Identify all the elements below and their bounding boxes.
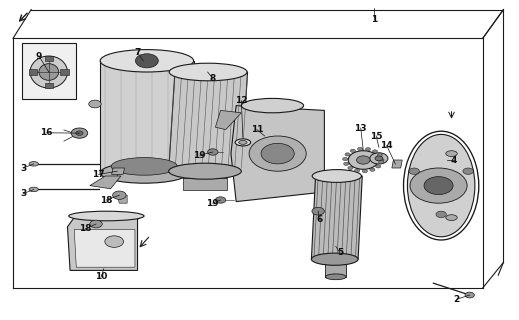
Circle shape xyxy=(350,149,356,152)
Circle shape xyxy=(463,168,473,174)
Circle shape xyxy=(343,157,348,161)
Circle shape xyxy=(345,153,350,156)
Ellipse shape xyxy=(239,140,247,144)
Polygon shape xyxy=(117,195,127,203)
Text: 4: 4 xyxy=(451,156,457,164)
Ellipse shape xyxy=(241,99,304,113)
Bar xyxy=(45,56,53,61)
Circle shape xyxy=(76,131,83,135)
Ellipse shape xyxy=(446,215,457,220)
Circle shape xyxy=(261,143,294,164)
Ellipse shape xyxy=(69,211,144,221)
Ellipse shape xyxy=(235,139,251,146)
Polygon shape xyxy=(112,168,125,174)
Text: 6: 6 xyxy=(316,215,322,224)
Text: 5: 5 xyxy=(337,248,343,257)
Polygon shape xyxy=(169,72,248,171)
Circle shape xyxy=(358,148,363,151)
Text: 11: 11 xyxy=(251,125,263,134)
Polygon shape xyxy=(183,178,227,190)
Text: 1: 1 xyxy=(371,15,377,24)
Circle shape xyxy=(113,191,126,199)
Ellipse shape xyxy=(446,151,457,156)
Text: 13: 13 xyxy=(354,124,367,132)
Circle shape xyxy=(376,165,381,168)
Ellipse shape xyxy=(311,253,358,265)
Text: 18: 18 xyxy=(100,196,113,204)
Ellipse shape xyxy=(357,156,370,164)
Ellipse shape xyxy=(30,56,67,88)
Circle shape xyxy=(365,148,371,151)
Polygon shape xyxy=(90,176,121,189)
Text: 19: 19 xyxy=(207,199,219,208)
Ellipse shape xyxy=(100,50,194,72)
Circle shape xyxy=(208,149,218,155)
Text: 10: 10 xyxy=(95,272,107,281)
Polygon shape xyxy=(100,61,194,173)
Text: 16: 16 xyxy=(40,128,53,137)
Polygon shape xyxy=(67,216,143,270)
Polygon shape xyxy=(215,110,241,130)
Ellipse shape xyxy=(111,157,177,175)
Bar xyxy=(60,69,69,75)
Circle shape xyxy=(372,150,377,153)
Circle shape xyxy=(344,162,349,165)
Circle shape xyxy=(379,158,384,162)
Circle shape xyxy=(135,54,158,68)
Ellipse shape xyxy=(312,170,361,182)
Circle shape xyxy=(436,211,446,218)
Text: 15: 15 xyxy=(370,132,383,140)
Polygon shape xyxy=(74,229,135,267)
Text: 2: 2 xyxy=(454,295,460,304)
Polygon shape xyxy=(325,259,346,277)
Ellipse shape xyxy=(169,63,247,81)
Circle shape xyxy=(465,292,474,298)
Text: 17: 17 xyxy=(92,170,105,179)
Text: 12: 12 xyxy=(235,96,248,105)
Bar xyxy=(45,83,53,88)
Text: 3: 3 xyxy=(20,189,26,198)
Text: 3: 3 xyxy=(20,164,26,172)
Text: 18: 18 xyxy=(79,224,92,233)
Polygon shape xyxy=(392,160,402,168)
Circle shape xyxy=(249,136,306,171)
Text: 7: 7 xyxy=(134,48,141,57)
Text: 19: 19 xyxy=(194,151,206,160)
Circle shape xyxy=(89,100,101,108)
Ellipse shape xyxy=(370,153,388,164)
Ellipse shape xyxy=(29,187,38,192)
Circle shape xyxy=(370,168,375,171)
Polygon shape xyxy=(231,106,324,202)
Ellipse shape xyxy=(100,163,188,183)
Ellipse shape xyxy=(407,134,475,237)
Circle shape xyxy=(378,160,384,164)
Circle shape xyxy=(71,128,88,138)
Circle shape xyxy=(410,168,467,203)
Circle shape xyxy=(354,169,360,172)
Circle shape xyxy=(362,170,367,173)
Circle shape xyxy=(312,207,324,215)
Text: 8: 8 xyxy=(210,74,216,83)
Circle shape xyxy=(348,166,353,170)
Polygon shape xyxy=(311,176,362,259)
Bar xyxy=(22,43,76,99)
Circle shape xyxy=(377,154,383,157)
Text: 9: 9 xyxy=(36,52,42,60)
Circle shape xyxy=(409,168,419,174)
Circle shape xyxy=(424,177,453,195)
Ellipse shape xyxy=(169,163,241,179)
Ellipse shape xyxy=(348,151,378,169)
Circle shape xyxy=(90,220,102,228)
Text: 14: 14 xyxy=(380,141,393,150)
Ellipse shape xyxy=(325,274,346,280)
Ellipse shape xyxy=(183,171,227,184)
Circle shape xyxy=(105,236,124,247)
Bar xyxy=(29,69,37,75)
Ellipse shape xyxy=(39,64,59,80)
Ellipse shape xyxy=(375,156,383,161)
Ellipse shape xyxy=(29,162,38,166)
Circle shape xyxy=(215,197,226,203)
